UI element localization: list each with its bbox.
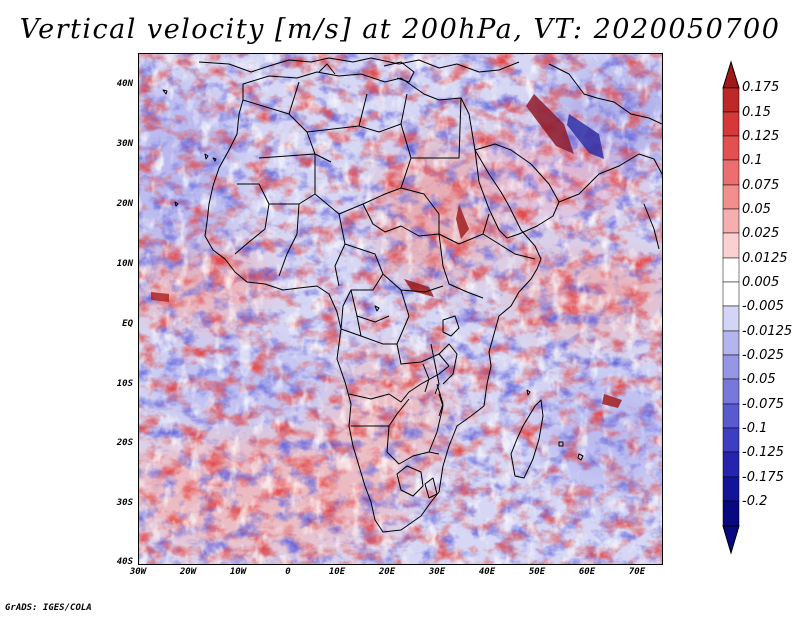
colorbar-segment xyxy=(722,305,740,332)
lat-label-30n: 30N xyxy=(116,139,133,149)
colorbar-segment xyxy=(722,378,740,405)
coastlines-and-borders xyxy=(162,57,662,533)
colorbar-segment xyxy=(722,354,740,380)
lat-label-10s: 10S xyxy=(116,379,133,389)
lat-label-20s: 20S xyxy=(116,438,133,448)
colorbar-segment xyxy=(722,184,740,210)
europe-coastline xyxy=(198,57,520,73)
colorbar-label: 0.15 xyxy=(742,105,771,120)
colorbar-segment xyxy=(722,403,740,429)
lat-label-eq: EQ xyxy=(122,319,133,329)
colorbar-label: 0.0125 xyxy=(742,251,788,266)
lon-label-60e: 60E xyxy=(578,567,596,577)
colorbar-label: 0.025 xyxy=(742,226,780,241)
lon-label-20e: 20E xyxy=(378,567,396,577)
arabia-coastline xyxy=(474,143,560,239)
colorbar-label: -0.175 xyxy=(742,470,784,485)
colorbar-label: -0.075 xyxy=(742,397,784,412)
colorbar-segment xyxy=(722,281,740,307)
colorbar-segment xyxy=(722,135,740,161)
colorbar-label: 0.075 xyxy=(742,178,780,193)
madagascar-coastline xyxy=(510,399,544,479)
lat-label-40s: 40S xyxy=(116,557,133,567)
colorbar-label: -0.1 xyxy=(742,421,768,436)
colorbar-label: -0.05 xyxy=(742,372,776,387)
lon-label-30w: 30W xyxy=(129,567,147,577)
lon-label-40e: 40E xyxy=(478,567,496,577)
map-plot-area xyxy=(138,53,663,565)
colorbar-segment xyxy=(722,500,740,527)
colorbar-label: 0.1 xyxy=(742,153,763,168)
colorbar-segment xyxy=(722,476,740,502)
colorbar-label: 0.05 xyxy=(742,202,771,217)
colorbar-label: 0.125 xyxy=(742,129,780,144)
colorbar-segment xyxy=(722,330,740,356)
colorbar-segment xyxy=(722,159,740,186)
colorbar-label: -0.025 xyxy=(742,348,784,363)
lon-label-10e: 10E xyxy=(328,567,346,577)
grads-credit: GrADS: IGES/COLA xyxy=(5,603,92,613)
colorbar-label: 0.175 xyxy=(742,80,780,95)
lon-label-10w: 10W xyxy=(229,567,247,577)
lat-label-20n: 20N xyxy=(116,199,133,209)
colorbar-segment xyxy=(722,232,740,259)
colorbar-segment xyxy=(722,87,740,113)
lat-label-30s: 30S xyxy=(116,498,133,508)
chart-title: Vertical velocity [m/s] at 200hPa, VT: 2… xyxy=(19,14,781,45)
colorbar-label: -0.005 xyxy=(742,299,784,314)
colorbar-segment xyxy=(722,111,740,137)
lon-label-20w: 20W xyxy=(179,567,197,577)
colorbar-segment xyxy=(722,451,740,478)
colorbar-label: 0.005 xyxy=(742,275,780,290)
africa-coastline xyxy=(204,71,542,533)
colorbar-segment xyxy=(722,257,740,283)
vertical-velocity-field xyxy=(139,54,662,564)
lon-label-30e: 30E xyxy=(428,567,446,577)
colorbar-segment xyxy=(722,208,740,234)
colorbar-segment xyxy=(722,427,740,453)
colorbar-label: -0.0125 xyxy=(742,324,793,339)
colorbar-top-arrow xyxy=(722,60,740,89)
colorbar-bottom-arrow xyxy=(722,525,740,555)
lat-label-10n: 10N xyxy=(116,259,133,269)
colorbar-label: -0.125 xyxy=(742,445,784,460)
colorbar-label: -0.2 xyxy=(742,494,768,509)
lon-label-0: 0 xyxy=(285,567,291,577)
lon-label-50e: 50E xyxy=(528,567,546,577)
lat-label-40n: 40N xyxy=(116,79,133,89)
lon-label-70e: 70E xyxy=(628,567,646,577)
